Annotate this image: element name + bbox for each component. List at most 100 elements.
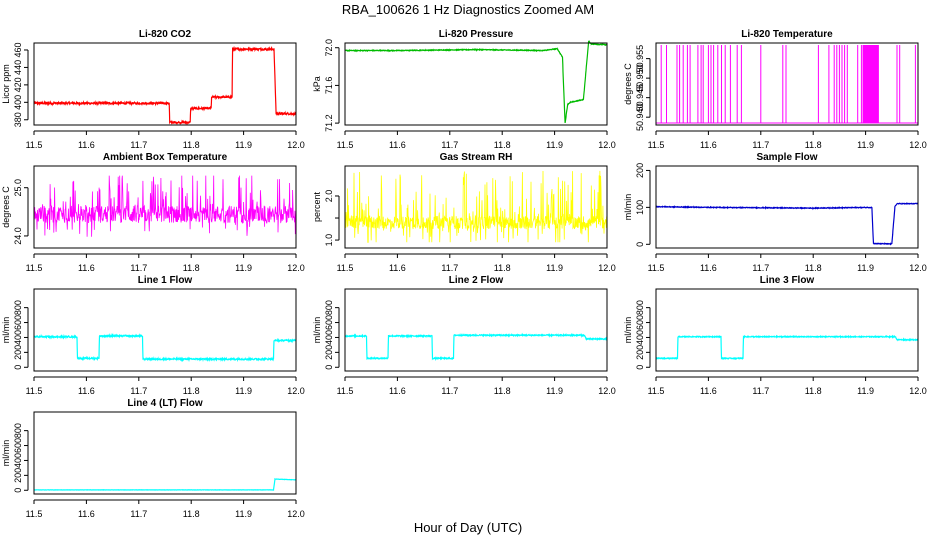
y-tick-label: 600 [13, 315, 23, 330]
panel-title: Li-820 Pressure [439, 29, 514, 40]
plot-frame [344, 165, 608, 249]
plot-frame [655, 288, 919, 372]
y-axis-label: degrees C [1, 186, 11, 228]
x-tick-label: 11.9 [546, 140, 563, 150]
y-tick-label: 1.0 [324, 234, 334, 247]
x-tick-label: 11.8 [183, 386, 200, 396]
x-tick-label: 11.6 [700, 140, 717, 150]
y-tick-label: 800 [13, 300, 23, 315]
x-tick-label: 12.0 [287, 386, 305, 396]
y-tick-label: 200 [13, 345, 23, 360]
y-tick-label: 800 [13, 423, 23, 438]
series-line [656, 45, 918, 124]
x-tick-label: 11.8 [494, 263, 511, 273]
panel-title: Li-820 Temperature [741, 29, 833, 40]
panel-0: Li-820 CO2 11.5 11.6 11.7 11.8 11.9 12.0 380 400… [1, 29, 305, 150]
x-tick-label: 11.6 [78, 140, 95, 150]
y-tick-label: 50.950 [635, 64, 645, 92]
x-tick-label: 11.7 [752, 140, 769, 150]
panel-2: Li-820 Temperature 11.5 11.6 11.7 11.8 11.9 12… [623, 29, 927, 150]
x-tick-label: 11.8 [183, 140, 200, 150]
y-tick-label: 200 [635, 163, 645, 178]
x-tick-label: 11.5 [337, 140, 354, 150]
y-tick-label: 0 [13, 488, 23, 493]
plot-frame [655, 165, 919, 249]
panel-title: Li-820 CO2 [139, 29, 192, 40]
plot-frame [33, 288, 297, 372]
x-tick-label: 11.5 [648, 263, 665, 273]
panels-group: Li-820 CO2 11.5 11.6 11.7 11.8 11.9 12.0 380 400… [1, 29, 927, 519]
y-tick-label: 400 [324, 330, 334, 345]
panel-3: Ambient Box Temperature 11.5 11.6 11.7 11.8 1… [1, 152, 305, 273]
x-tick-label: 12.0 [287, 263, 305, 273]
x-tick-label: 12.0 [909, 140, 927, 150]
y-tick-label: 400 [13, 95, 23, 110]
panel-1: Li-820 Pressure 11.5 11.6 11.7 11.8 11.9 12.0 7… [312, 29, 616, 150]
y-tick-label: 600 [635, 315, 645, 330]
series-line [344, 332, 608, 362]
x-tick-label: 11.5 [26, 386, 43, 396]
y-tick-label: 800 [324, 300, 334, 315]
x-tick-label: 11.6 [78, 263, 95, 273]
x-tick-label: 11.9 [235, 140, 252, 150]
x-tick-label: 11.9 [546, 386, 563, 396]
y-axis-label: ml/min [1, 440, 11, 467]
y-tick-label: 200 [13, 468, 23, 483]
y-axis-label: degrees C [623, 63, 633, 105]
x-tick-label: 11.8 [494, 386, 511, 396]
y-tick-label: 50.940 [635, 103, 645, 131]
panel-9: Line 4 (LT) Flow 11.5 11.6 11.7 11.8 11.9 12.0… [1, 398, 305, 519]
x-tick-label: 11.7 [130, 140, 147, 150]
plot-frame [33, 411, 297, 495]
y-tick-label: 600 [324, 315, 334, 330]
x-tick-label: 11.6 [389, 263, 406, 273]
x-tick-label: 11.9 [546, 263, 563, 273]
panel-7: Line 2 Flow 11.5 11.6 11.7 11.8 11.9 12.0 0 2004… [312, 275, 616, 396]
plot-frame [33, 42, 297, 126]
y-tick-label: 400 [13, 330, 23, 345]
panel-title: Line 3 Flow [760, 275, 815, 286]
x-tick-label: 11.7 [752, 386, 769, 396]
y-axis-label: ml/min [623, 317, 633, 344]
y-tick-label: 200 [324, 345, 334, 360]
y-tick-label: 100 [635, 200, 645, 215]
plot-frame [344, 288, 608, 372]
x-tick-label: 11.5 [648, 386, 665, 396]
panel-title: Line 2 Flow [449, 275, 504, 286]
plot-frame [344, 42, 608, 126]
x-tick-label: 11.6 [389, 140, 406, 150]
x-tick-label: 11.9 [235, 263, 252, 273]
x-tick-label: 11.6 [700, 386, 717, 396]
x-tick-label: 12.0 [598, 263, 616, 273]
y-tick-label: 71.6 [324, 77, 334, 95]
x-tick-label: 11.8 [183, 509, 200, 519]
x-tick-label: 11.8 [494, 140, 511, 150]
plot-frame [33, 165, 297, 249]
x-tick-label: 11.6 [78, 386, 95, 396]
x-tick-label: 11.8 [805, 140, 822, 150]
x-tick-label: 11.7 [441, 140, 458, 150]
series-line [344, 170, 608, 243]
y-axis-label: ml/min [623, 194, 633, 221]
y-tick-label: 400 [635, 330, 645, 345]
y-tick-label: 50.945 [635, 84, 645, 112]
y-tick-label: 400 [13, 453, 23, 468]
x-tick-label: 11.5 [26, 509, 43, 519]
series-line [655, 334, 919, 361]
series-line [655, 202, 919, 246]
x-tick-label: 12.0 [909, 263, 927, 273]
x-tick-label: 11.8 [805, 386, 822, 396]
panel-title: Line 1 Flow [138, 275, 193, 286]
x-tick-label: 11.5 [26, 140, 43, 150]
y-tick-label: 24.0 [13, 227, 23, 245]
x-tick-label: 11.5 [648, 140, 665, 150]
plot-frame [655, 42, 919, 126]
y-axis-label: kPa [312, 76, 322, 92]
y-tick-label: 440 [13, 60, 23, 75]
x-tick-label: 11.8 [805, 263, 822, 273]
y-tick-label: 50.955 [635, 45, 645, 73]
series-line [344, 40, 608, 124]
y-tick-label: 460 [13, 42, 23, 57]
x-tick-label: 11.7 [130, 509, 147, 519]
